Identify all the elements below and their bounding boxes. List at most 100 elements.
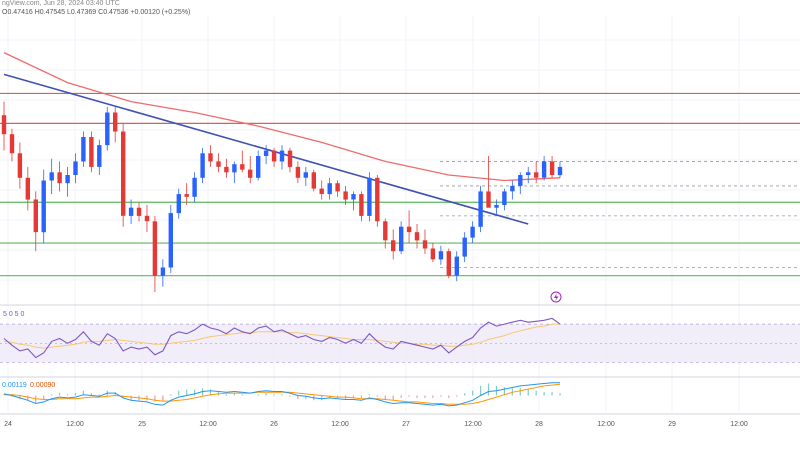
rsi-line	[3, 317, 561, 359]
candle-40	[319, 180, 324, 200]
candle-57	[454, 251, 459, 282]
candle-6	[49, 158, 54, 195]
candle-49	[391, 229, 396, 260]
candle-63	[502, 188, 507, 211]
candle-body-45	[359, 194, 364, 216]
candle-body-64	[510, 185, 515, 192]
candle-3	[25, 166, 30, 211]
rsi-label: 5 0 5 0	[3, 311, 25, 318]
x-tick-label-4: 26	[270, 421, 278, 428]
candle-61	[486, 156, 491, 208]
candle-1	[9, 128, 15, 162]
candle-body-46	[367, 177, 372, 216]
candle-50	[399, 221, 404, 254]
candle-body-15	[121, 131, 126, 216]
x-tick-label-8: 28	[535, 421, 543, 428]
candle-body-43	[343, 191, 348, 200]
candle-59	[470, 221, 475, 244]
candle-body-31	[248, 169, 253, 178]
candle-body-17	[136, 207, 142, 216]
candle-body-59	[470, 226, 475, 238]
candle-body-9	[73, 161, 78, 175]
candle-body-13	[105, 112, 110, 146]
macd-signal-value: 0.00090	[30, 382, 55, 389]
candle-body-35	[279, 150, 285, 162]
candle-body-28	[224, 166, 229, 173]
candle-58	[462, 232, 467, 263]
candle-30	[240, 150, 245, 173]
moving-average	[3, 52, 561, 182]
candle-10	[81, 131, 86, 167]
candle-2	[17, 142, 23, 189]
x-tick-label-2: 25	[138, 421, 146, 428]
candle-33	[263, 145, 269, 165]
candle-54	[430, 243, 436, 263]
candle-28	[224, 158, 229, 178]
macd-line	[3, 382, 560, 407]
candle-body-34	[271, 150, 277, 162]
candle-body-54	[430, 248, 436, 260]
x-tick-label-5: 12:00	[331, 421, 349, 428]
candle-body-11	[89, 137, 94, 167]
candle-body-49	[391, 240, 396, 252]
candle-body-12	[97, 145, 102, 167]
candle-body-41	[327, 183, 332, 195]
macd-hist-value: 0.00119	[2, 382, 27, 389]
candle-7	[57, 161, 62, 192]
candle-16	[128, 199, 134, 224]
candle-body-18	[144, 215, 150, 222]
candle-29	[232, 161, 237, 184]
candle-body-65	[518, 175, 523, 186]
candle-46	[367, 172, 372, 222]
candle-39	[311, 169, 316, 192]
candle-body-63	[502, 191, 507, 205]
candle-body-70	[557, 166, 563, 176]
candle-body-67	[534, 172, 539, 178]
header-ohlc: O0.47416 H0.47545 L0.47369 C0.47536 +0.0…	[2, 9, 190, 16]
candle-52	[414, 224, 420, 249]
candle-body-60	[478, 191, 483, 227]
candle-body-69	[549, 161, 555, 175]
candle-0	[1, 101, 7, 151]
candle-12	[97, 139, 102, 176]
candle-body-22	[176, 194, 181, 214]
candle-body-26	[208, 153, 213, 162]
candle-69	[549, 156, 555, 178]
candle-38	[303, 166, 308, 186]
candle-4	[33, 191, 38, 252]
macd-panel	[0, 376, 800, 407]
candle-51	[406, 210, 412, 244]
candle-body-33	[263, 150, 269, 156]
candle-8	[65, 166, 70, 197]
candle-26	[208, 145, 213, 167]
candle-body-68	[541, 161, 547, 178]
candle-67	[534, 161, 539, 184]
candle-body-53	[422, 240, 428, 249]
candle-17	[136, 202, 142, 222]
moving-average-line	[3, 52, 561, 182]
candle-body-62	[494, 205, 499, 208]
candle-body-6	[49, 172, 54, 181]
candle-body-47	[375, 177, 380, 222]
candle-68	[541, 156, 547, 181]
x-axis: 24 12:00 25 12:00 26 12:00 27 12:00 28 12:00 29 12:…	[0, 413, 800, 428]
x-tick-label-0: 24	[4, 421, 12, 428]
candle-42	[335, 180, 340, 197]
candle-body-21	[168, 213, 173, 268]
candle-body-37	[295, 166, 301, 178]
candle-body-56	[446, 251, 451, 276]
candle-body-5	[41, 180, 46, 233]
candle-18	[144, 204, 150, 233]
candle-body-10	[81, 137, 86, 162]
candle-27	[216, 153, 221, 173]
candle-body-44	[351, 194, 356, 200]
rsi-ma-line	[3, 323, 560, 349]
candle-body-3	[25, 177, 30, 200]
lightning-icon[interactable]	[550, 291, 562, 303]
candle-62	[494, 199, 499, 216]
candle-37	[295, 161, 301, 184]
candle-41	[327, 177, 332, 200]
candle-56	[446, 248, 451, 279]
